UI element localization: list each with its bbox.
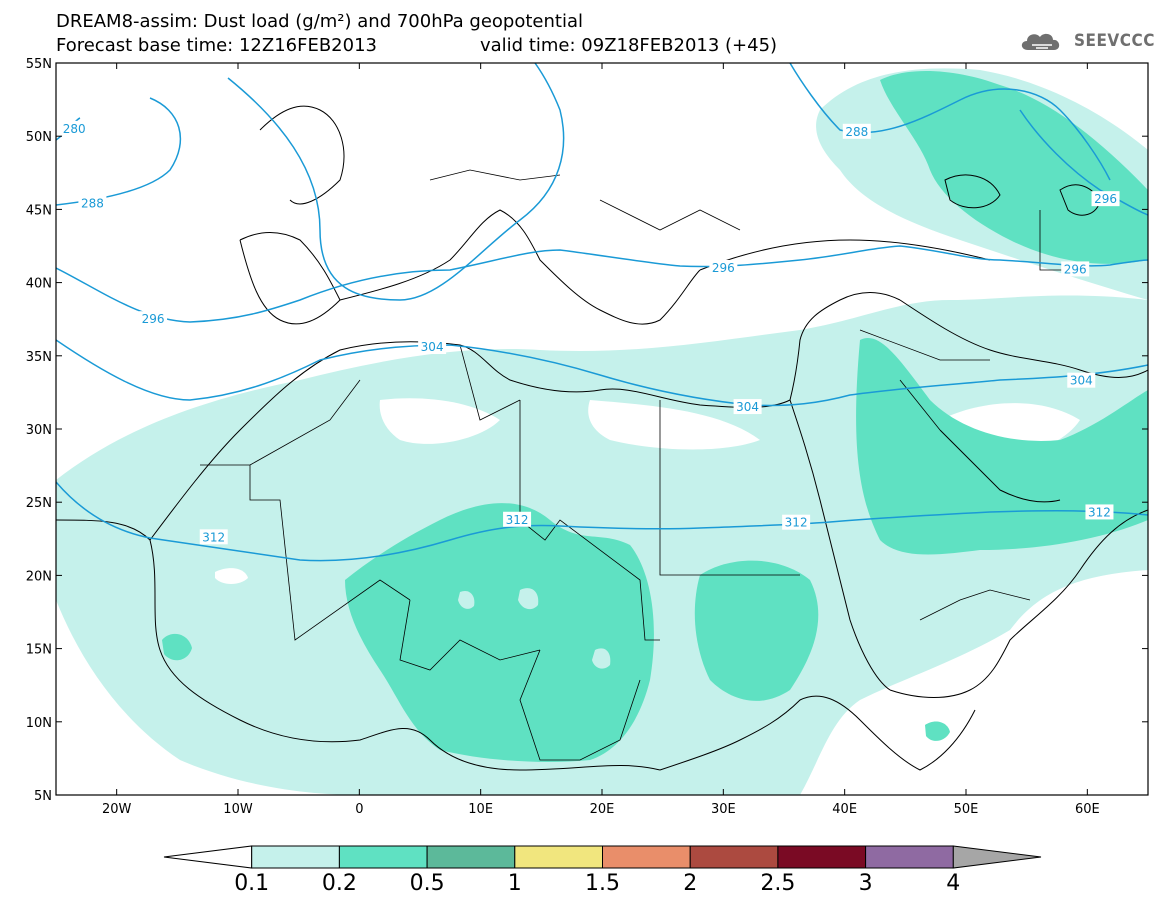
contour-labels: 280 288 288 296 296 296 296 304 304 304 312 312 312 3… bbox=[60, 120, 1120, 545]
contour-label-bg bbox=[1061, 261, 1090, 277]
brand-text: SEEVCCC bbox=[1074, 31, 1155, 51]
lat-tick-label: 30N bbox=[26, 423, 52, 438]
contour-label-bg bbox=[78, 195, 107, 211]
lon-tick-label: 20E bbox=[590, 802, 615, 817]
colorbar-segment bbox=[602, 845, 691, 869]
lon-tick-label: 10E bbox=[468, 802, 493, 817]
lon-tick-label: 20W bbox=[102, 802, 132, 817]
colorbar-level-label: 0.1 bbox=[234, 871, 269, 896]
contour-label: 288 bbox=[81, 197, 104, 211]
colorbar-level-label: 0.5 bbox=[410, 871, 445, 896]
contour-label-bg bbox=[1067, 372, 1096, 388]
forecast-base-time: Forecast base time: 12Z16FEB2013 bbox=[56, 35, 377, 56]
contour-label: 312 bbox=[1088, 505, 1111, 519]
contour-label: 288 bbox=[845, 125, 868, 139]
dust-shading-islands bbox=[458, 588, 611, 669]
contour-label-bg bbox=[842, 123, 871, 139]
contour-label-bg bbox=[1091, 191, 1120, 207]
lon-tick-label: 0 bbox=[355, 802, 363, 817]
contour-label: 304 bbox=[1070, 374, 1093, 388]
colorbar-level-label: 1.5 bbox=[585, 871, 620, 896]
lon-tick-label: 10W bbox=[223, 802, 253, 817]
lat-tick-label: 55N bbox=[26, 57, 52, 72]
brand-logo: SEEVCCC bbox=[1018, 30, 1155, 52]
colorbar-segment bbox=[777, 845, 867, 869]
contour-label: 312 bbox=[506, 513, 529, 527]
contour-label: 296 bbox=[712, 261, 735, 275]
title-line-1: DREAM8-assim: Dust load (g/m²) and 700hP… bbox=[56, 11, 583, 32]
longitude-axis: 20W 10W 0 10E 20E 30E 40E 50E 60E bbox=[102, 63, 1100, 817]
lat-tick-label: 45N bbox=[26, 203, 52, 218]
contour-label: 296 bbox=[142, 312, 165, 326]
colorbar-right-arrow bbox=[952, 845, 1042, 869]
contour-304 bbox=[56, 339, 1148, 407]
dust-shading-medium bbox=[162, 70, 1148, 762]
dust-shading-gaps bbox=[56, 398, 1080, 795]
colorbar-level-label: 0.2 bbox=[322, 871, 357, 896]
lat-tick-label: 40N bbox=[26, 277, 52, 292]
contour-label: 304 bbox=[736, 400, 759, 414]
contour-296 bbox=[56, 245, 1148, 323]
contour-288-ne bbox=[789, 63, 1111, 181]
lat-tick-label: 10N bbox=[26, 716, 52, 731]
contour-label-bg bbox=[782, 514, 811, 530]
contour-label: 296 bbox=[1064, 262, 1087, 276]
valid-time: valid time: 09Z18FEB2013 (+45) bbox=[480, 35, 778, 56]
colorbar-segment bbox=[865, 845, 954, 869]
cloud-icon bbox=[1021, 33, 1060, 50]
contour-label: 304 bbox=[421, 340, 444, 354]
lon-tick-label: 60E bbox=[1075, 802, 1100, 817]
contour-label: 296 bbox=[1094, 192, 1117, 206]
contour-label: 312 bbox=[785, 516, 808, 530]
contour-label-bg bbox=[1085, 504, 1114, 520]
lat-tick-label: 25N bbox=[26, 496, 52, 511]
contour-label: 280 bbox=[63, 122, 86, 136]
geopotential-contours bbox=[56, 63, 1148, 562]
colorbar-segment bbox=[514, 845, 603, 869]
contour-label-bg bbox=[418, 339, 447, 355]
contour-312 bbox=[56, 481, 1148, 562]
colorbar: 0.1 0.2 0.5 1 1.5 2 2.5 3 4 bbox=[163, 845, 1042, 896]
lat-tick-label: 5N bbox=[34, 789, 52, 804]
colorbar-segment bbox=[426, 845, 516, 869]
colorbar-level-label: 4 bbox=[946, 871, 960, 896]
lat-tick-label: 20N bbox=[26, 569, 52, 584]
contour-label-bg bbox=[733, 399, 762, 415]
colorbar-segment bbox=[338, 845, 428, 869]
contour-label-bg bbox=[709, 259, 738, 275]
contour-288-east bbox=[227, 63, 565, 301]
lon-tick-label: 40E bbox=[832, 802, 857, 817]
lon-tick-label: 30E bbox=[711, 802, 736, 817]
contour-label-bg bbox=[60, 120, 89, 136]
contour-label-bg bbox=[139, 311, 168, 327]
latitude-axis: 55N 50N 45N 40N 35N 30N 25N 20N 15N 10N 5N bbox=[26, 57, 1148, 804]
lat-tick-label: 50N bbox=[26, 130, 52, 145]
lon-tick-label: 50E bbox=[954, 802, 979, 817]
colorbar-level-label: 3 bbox=[859, 871, 873, 896]
colorbar-segment bbox=[689, 845, 779, 869]
contour-label: 312 bbox=[202, 530, 225, 544]
colorbar-left-arrow bbox=[163, 845, 253, 869]
colorbar-level-label: 1 bbox=[508, 871, 522, 896]
contour-label-bg bbox=[199, 529, 228, 545]
contour-label-bg bbox=[503, 511, 532, 527]
colorbar-level-label: 2.5 bbox=[760, 871, 795, 896]
lat-tick-label: 15N bbox=[26, 643, 52, 658]
colorbar-level-label: 2 bbox=[683, 871, 697, 896]
lat-tick-label: 35N bbox=[26, 350, 52, 365]
colorbar-segment bbox=[251, 845, 340, 869]
contour-296-east bbox=[1019, 109, 1148, 216]
